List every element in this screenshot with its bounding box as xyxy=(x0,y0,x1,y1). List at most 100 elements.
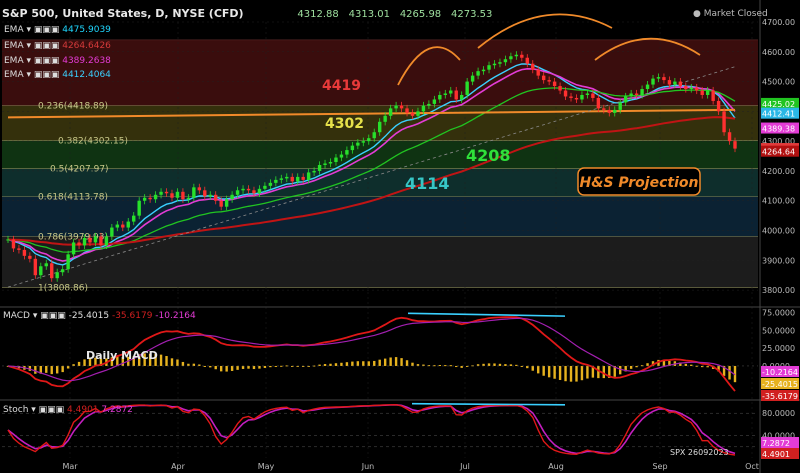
candle-body xyxy=(716,100,721,112)
candle-body xyxy=(290,176,294,182)
macd-histogram-bar xyxy=(717,365,720,372)
macd-histogram-bar xyxy=(301,365,305,367)
candle-body xyxy=(110,227,114,237)
macd-histogram-bar xyxy=(433,365,436,367)
fib-zone-4 xyxy=(2,196,758,237)
annotation-4419: 4419 xyxy=(322,78,361,94)
macd-histogram-bar xyxy=(176,359,179,366)
macd-histogram-bar xyxy=(690,364,693,366)
candle-body xyxy=(126,221,130,228)
candle-body xyxy=(252,190,256,194)
candle-body xyxy=(607,109,611,113)
ema-row-4[interactable]: EMA ▾ ▣▣▣ 4412.4064 xyxy=(4,70,111,80)
ema-line-3 xyxy=(7,116,736,246)
candle-body xyxy=(367,138,371,142)
month-label: Oct xyxy=(745,462,759,471)
macd-histogram-bar xyxy=(351,361,354,366)
fib-label: 0.382(4302.15) xyxy=(58,137,128,147)
macd-histogram-bar xyxy=(580,365,584,381)
ema-row-3[interactable]: EMA ▾ ▣▣▣ 4389.2638 xyxy=(4,56,111,66)
macd-histogram-bar xyxy=(569,365,573,382)
candle-body xyxy=(531,63,535,70)
macd-histogram-bar xyxy=(345,362,349,366)
month-label: Aug xyxy=(548,462,564,471)
candle-body xyxy=(591,93,595,98)
stoch-k-value: 4.4901 xyxy=(67,405,99,415)
snapshot-label: SPX 26092023 xyxy=(670,448,729,457)
macd-value: -25.4015 xyxy=(68,311,110,321)
macd-histogram-bar xyxy=(498,363,502,366)
macd-histogram-bar xyxy=(597,365,600,379)
ema-value: 4475.9039 xyxy=(62,25,111,35)
macd-histogram-bar xyxy=(45,365,48,373)
ema-line-0 xyxy=(7,63,736,266)
candle-body xyxy=(203,190,207,197)
candle-body xyxy=(93,236,98,243)
macd-histogram-bar xyxy=(258,365,261,369)
stoch-badge: 7.2872 xyxy=(762,439,790,448)
macd-histogram-bar xyxy=(608,365,611,378)
candle-body xyxy=(148,197,152,200)
macd-histogram-bar xyxy=(394,357,398,366)
fib-label: 0.786(3979.93) xyxy=(38,233,108,243)
macd-histogram-bar xyxy=(427,365,431,367)
macd-histogram-bar xyxy=(148,353,152,366)
candle-body xyxy=(121,224,125,228)
candle-body xyxy=(459,94,464,100)
candle-body xyxy=(487,65,491,70)
candle-body xyxy=(33,258,38,276)
macd-histogram-bar xyxy=(269,365,272,368)
hs-projection-box xyxy=(577,167,701,196)
candle-body xyxy=(279,178,284,180)
candle-body xyxy=(39,266,43,276)
macd-header[interactable]: MACD ▾ ▣▣▣ -25.4015 -35.6179 -10.2164 xyxy=(3,311,196,321)
ema-value: 4412.4064 xyxy=(62,70,111,80)
macd-histogram-bar xyxy=(247,365,250,369)
candle-body xyxy=(547,80,551,82)
candle-body xyxy=(514,54,519,57)
candle-body xyxy=(6,239,10,241)
macd-divergence-line xyxy=(407,312,566,317)
fib-label: 0.236(4418.89) xyxy=(38,102,108,112)
candle-body xyxy=(334,157,338,163)
macd-histogram-bar xyxy=(116,356,119,366)
macd-histogram-bar xyxy=(236,365,239,370)
price-tick: 4300.00 xyxy=(762,137,795,146)
macd-histogram-bar xyxy=(72,364,75,366)
candle-body xyxy=(443,93,447,95)
candle-body xyxy=(552,81,557,87)
macd-histogram-bar xyxy=(586,365,589,379)
candle-body xyxy=(356,142,360,146)
stoch-tick: 80.0000 xyxy=(762,409,795,418)
candle-body xyxy=(77,242,81,246)
macd-histogram-bar xyxy=(159,354,163,366)
ema-row-2[interactable]: EMA ▾ ▣▣▣ 4264.6426 xyxy=(4,41,111,51)
ema-value: 4389.2638 xyxy=(62,56,111,66)
macd-histogram-bar xyxy=(274,365,278,367)
price-badge-bg xyxy=(761,145,799,157)
macd-histogram-bar xyxy=(362,361,365,366)
macd-histogram-bar xyxy=(55,365,59,374)
candle-body xyxy=(274,179,278,183)
hs-arc-1 xyxy=(477,13,613,49)
candle-body xyxy=(208,194,212,197)
macd-badge: -35.6179 xyxy=(762,392,798,401)
ema-row-1[interactable]: EMA ▾ ▣▣▣ 4475.9039 xyxy=(4,25,111,35)
candle-body xyxy=(689,87,693,90)
macd-histogram-bar xyxy=(50,365,53,375)
candle-body xyxy=(416,111,420,116)
macd-histogram-bar xyxy=(504,364,507,366)
macd-badge-bg xyxy=(761,366,799,377)
stoch-header[interactable]: Stoch ▾ ▣▣▣ 4.4901 7.2872 xyxy=(3,405,133,415)
candle-body xyxy=(503,59,508,63)
ohlc-close: 4273.53 xyxy=(451,9,493,20)
candle-body xyxy=(181,191,185,200)
candle-body xyxy=(50,263,54,279)
macd-histogram-bar xyxy=(143,353,146,366)
macd-histogram-bar xyxy=(493,363,496,366)
macd-badge: -25.4015 xyxy=(762,380,798,389)
candle-body xyxy=(465,81,469,95)
macd-histogram-bar xyxy=(378,359,381,366)
macd-histogram-bar xyxy=(252,365,256,370)
